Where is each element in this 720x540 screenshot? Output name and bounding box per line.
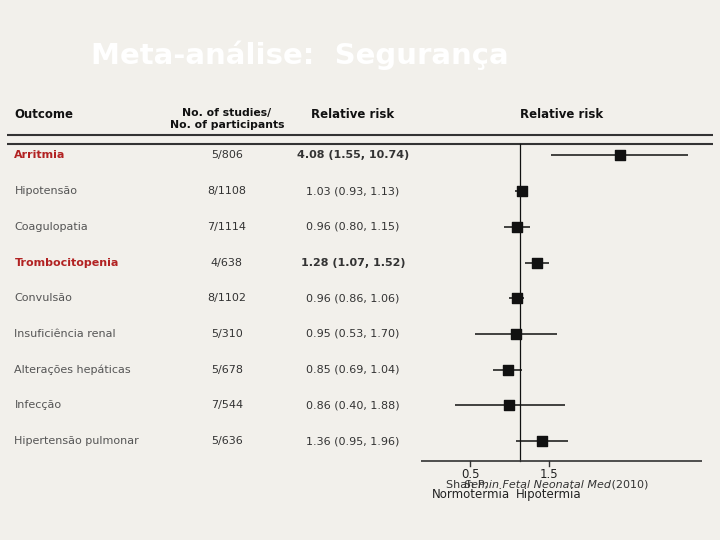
Text: 5/636: 5/636 bbox=[211, 436, 243, 446]
Text: Hipertensão pulmonar: Hipertensão pulmonar bbox=[14, 436, 139, 446]
Text: Hipotermia: Hipotermia bbox=[516, 488, 581, 501]
Text: 5/806: 5/806 bbox=[211, 151, 243, 160]
Point bbox=[510, 329, 522, 338]
Point bbox=[503, 366, 514, 374]
Text: 0.96 (0.86, 1.06): 0.96 (0.86, 1.06) bbox=[306, 293, 400, 303]
Text: 7/1114: 7/1114 bbox=[207, 222, 246, 232]
Text: 8/1102: 8/1102 bbox=[207, 293, 246, 303]
Text: 1.5: 1.5 bbox=[539, 468, 558, 481]
Text: 7/544: 7/544 bbox=[211, 400, 243, 410]
Text: 4.08 (1.55, 10.74): 4.08 (1.55, 10.74) bbox=[297, 151, 409, 160]
Text: 4/638: 4/638 bbox=[211, 258, 243, 267]
Text: 1.36 (0.95, 1.96): 1.36 (0.95, 1.96) bbox=[306, 436, 400, 446]
Text: Trombocitopenia: Trombocitopenia bbox=[14, 258, 119, 267]
Text: 5/678: 5/678 bbox=[211, 364, 243, 375]
Text: Hipotensão: Hipotensão bbox=[14, 186, 78, 196]
Point bbox=[531, 258, 543, 267]
Text: Outcome: Outcome bbox=[14, 108, 73, 121]
Text: No. of studies/
No. of participants: No. of studies/ No. of participants bbox=[169, 108, 284, 130]
Point bbox=[614, 151, 626, 160]
Text: Alterações hepáticas: Alterações hepáticas bbox=[14, 364, 131, 375]
Point bbox=[511, 294, 523, 302]
Text: (2010): (2010) bbox=[608, 480, 649, 490]
Text: Relative risk: Relative risk bbox=[520, 108, 603, 121]
Point bbox=[511, 222, 523, 231]
Text: 8/1108: 8/1108 bbox=[207, 186, 246, 196]
Text: 0.96 (0.80, 1.15): 0.96 (0.80, 1.15) bbox=[306, 222, 400, 232]
Text: 1.28 (1.07, 1.52): 1.28 (1.07, 1.52) bbox=[300, 258, 405, 267]
Text: Convulsão: Convulsão bbox=[14, 293, 72, 303]
Text: Shah P,: Shah P, bbox=[446, 480, 492, 490]
Text: 5/310: 5/310 bbox=[211, 329, 243, 339]
Point bbox=[536, 437, 547, 445]
Text: Insuficiência renal: Insuficiência renal bbox=[14, 329, 116, 339]
Text: 0.95 (0.53, 1.70): 0.95 (0.53, 1.70) bbox=[306, 329, 400, 339]
Text: 0.85 (0.69, 1.04): 0.85 (0.69, 1.04) bbox=[306, 364, 400, 375]
Text: Relative risk: Relative risk bbox=[311, 108, 395, 121]
Text: Infecção: Infecção bbox=[14, 400, 61, 410]
Text: Semin Fetal Neonatal Med: Semin Fetal Neonatal Med bbox=[464, 480, 611, 490]
Text: Coagulopatia: Coagulopatia bbox=[14, 222, 88, 232]
Text: 0.5: 0.5 bbox=[462, 468, 480, 481]
Text: Arritmia: Arritmia bbox=[14, 151, 66, 160]
Point bbox=[503, 401, 515, 410]
Text: 1.03 (0.93, 1.13): 1.03 (0.93, 1.13) bbox=[306, 186, 400, 196]
Text: 0.86 (0.40, 1.88): 0.86 (0.40, 1.88) bbox=[306, 400, 400, 410]
Text: Normotermia: Normotermia bbox=[431, 488, 510, 501]
Point bbox=[516, 187, 528, 195]
Text: Meta-análise:  Segurança: Meta-análise: Segurança bbox=[91, 40, 508, 70]
